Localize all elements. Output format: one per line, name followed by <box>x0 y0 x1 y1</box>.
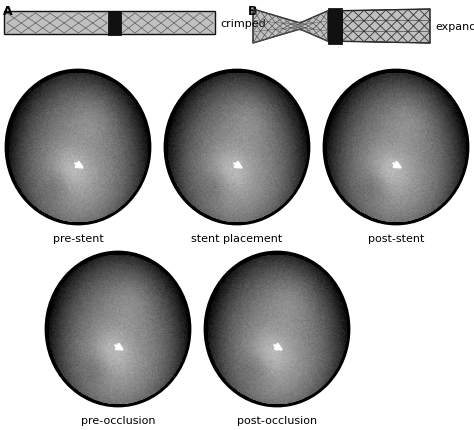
Text: A: A <box>3 5 13 18</box>
Text: post-occlusion: post-occlusion <box>237 415 317 425</box>
FancyBboxPatch shape <box>4 12 216 35</box>
Bar <box>108 12 121 36</box>
Ellipse shape <box>6 71 150 224</box>
Text: crimped: crimped <box>220 19 266 29</box>
Ellipse shape <box>205 252 349 406</box>
Text: B: B <box>248 5 257 18</box>
Text: C: C <box>11 76 20 89</box>
Text: stent placement: stent placement <box>191 233 283 243</box>
Text: E: E <box>329 76 337 89</box>
Text: pre-occlusion: pre-occlusion <box>81 415 155 425</box>
Text: D: D <box>170 76 180 89</box>
Text: pre-stent: pre-stent <box>53 233 103 243</box>
Text: expanded: expanded <box>435 22 474 32</box>
Text: post-stent: post-stent <box>368 233 424 243</box>
Ellipse shape <box>324 71 468 224</box>
Bar <box>328 9 342 45</box>
Text: G: G <box>210 258 220 270</box>
Polygon shape <box>253 10 328 44</box>
Text: F: F <box>51 258 60 270</box>
Ellipse shape <box>165 71 309 224</box>
Ellipse shape <box>46 252 190 406</box>
Polygon shape <box>342 10 430 44</box>
